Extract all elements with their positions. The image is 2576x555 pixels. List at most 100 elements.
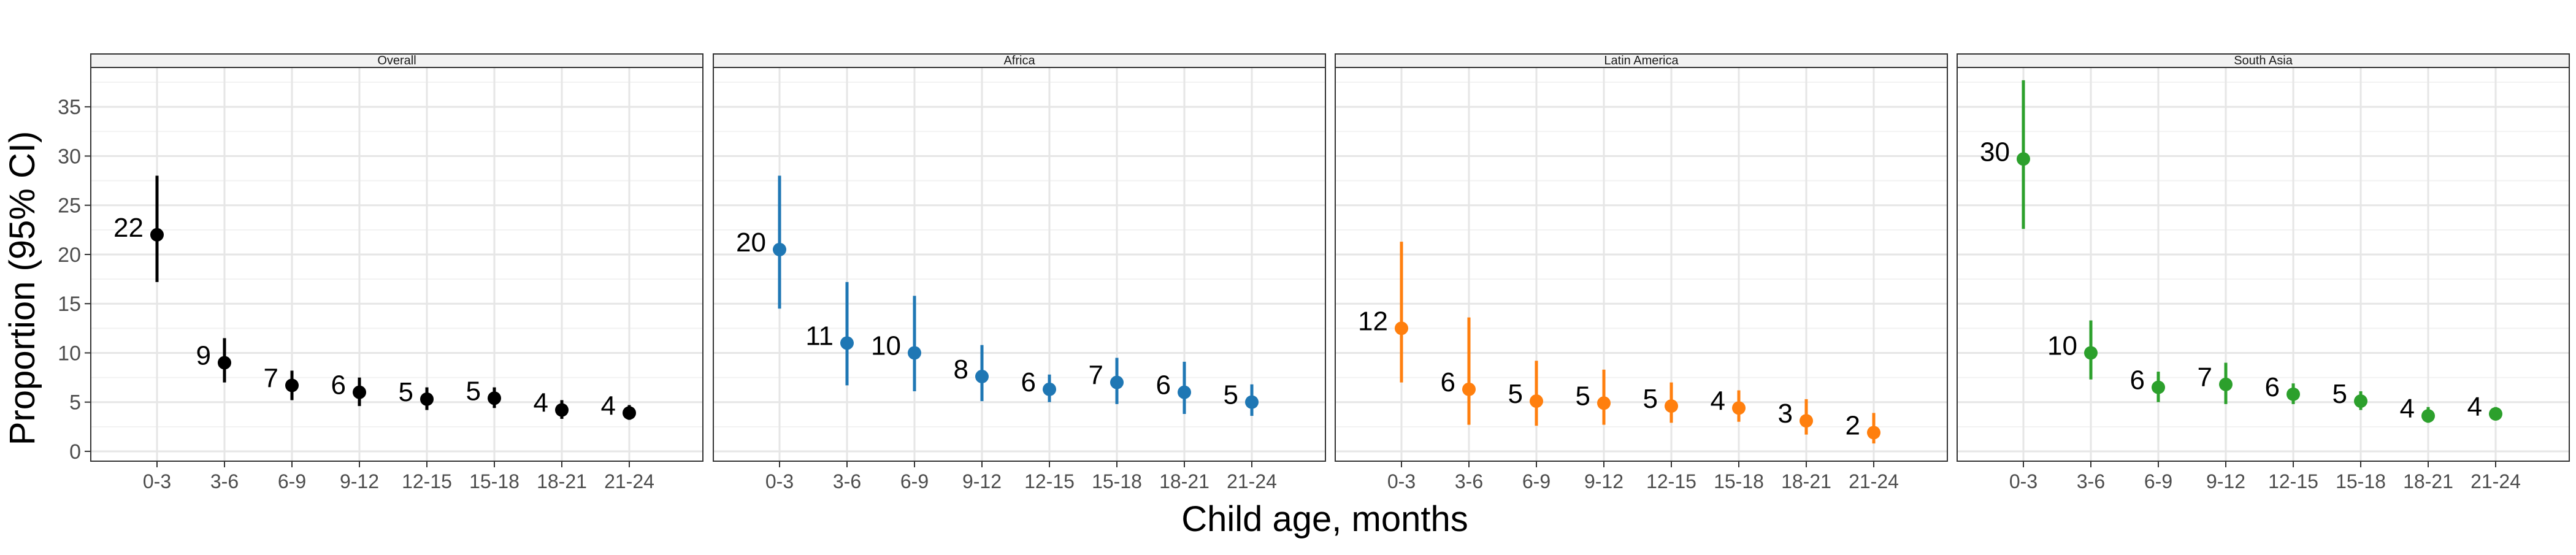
panel-overall: Overall 0 5 10 15 20 25 30 35 0-3 3-6 6-9 9-12 12-15 1… xyxy=(58,53,703,492)
x-tick-label: 6-9 xyxy=(278,470,306,492)
data-label: 6 xyxy=(2265,372,2280,402)
x-tick-label: 6-9 xyxy=(2144,470,2172,492)
data-label: 6 xyxy=(1156,370,1171,400)
panel-border xyxy=(1957,67,2570,462)
data-label: 6 xyxy=(1441,367,1455,397)
y-tick-label: 25 xyxy=(58,194,81,218)
x-tick-label: 15-18 xyxy=(1714,470,1764,492)
data-point xyxy=(488,391,501,405)
data-label: 2 xyxy=(1846,410,1860,440)
x-tick-label: 18-21 xyxy=(1781,470,1831,492)
x-tick-label: 21-24 xyxy=(1849,470,1899,492)
data-point xyxy=(1110,375,1124,389)
facet-title: Overall xyxy=(377,54,416,67)
x-tick-label: 0-3 xyxy=(765,470,794,492)
y-tick-label: 15 xyxy=(58,293,81,316)
data-label: 5 xyxy=(1643,384,1658,414)
data-label: 4 xyxy=(2467,392,2482,422)
data-point xyxy=(840,336,854,350)
data-point xyxy=(2219,377,2233,391)
data-label: 22 xyxy=(113,213,144,243)
data-point xyxy=(150,228,164,242)
y-tick-label: 5 xyxy=(69,391,81,415)
x-tick-label: 0-3 xyxy=(1387,470,1416,492)
x-tick-label: 3-6 xyxy=(2077,470,2105,492)
data-point xyxy=(623,406,636,420)
data-label: 8 xyxy=(954,354,968,385)
x-tick-label: 9-12 xyxy=(340,470,379,492)
data-label: 4 xyxy=(2400,394,2415,424)
data-label: 5 xyxy=(1508,379,1523,409)
data-point xyxy=(773,242,786,256)
panel-south-asia: South Asia 0-3 3-6 6-9 9-12 12-15 15-18 18-21 21… xyxy=(1957,53,2570,492)
data-point xyxy=(2421,409,2435,423)
data-point xyxy=(1867,426,1880,440)
x-tick-label: 6-9 xyxy=(1522,470,1551,492)
x-tick-label: 18-21 xyxy=(1159,470,1209,492)
x-tick-label: 12-15 xyxy=(1024,470,1075,492)
facet-title: South Asia xyxy=(2234,54,2293,67)
data-label: 12 xyxy=(1358,306,1388,336)
x-tick-label: 12-15 xyxy=(2268,470,2318,492)
data-label: 6 xyxy=(331,370,346,400)
data-point xyxy=(2084,346,2098,360)
data-label: 5 xyxy=(466,376,481,406)
data-point xyxy=(908,346,921,360)
data-point xyxy=(1597,396,1611,410)
panel-africa: Africa 0-3 3-6 6-9 9-12 12-15 15-18 18-21 21-24 2… xyxy=(713,53,1326,492)
y-axis-title: Proportion (95% CI) xyxy=(2,131,42,446)
x-tick-label: 21-24 xyxy=(1227,470,1277,492)
plot-background xyxy=(1957,67,2569,461)
data-label: 6 xyxy=(2130,366,2145,396)
data-point xyxy=(2017,152,2030,166)
plot-background xyxy=(91,67,703,461)
data-point xyxy=(1043,382,1056,396)
y-tick-label: 10 xyxy=(58,342,81,365)
data-label: 10 xyxy=(871,331,901,361)
data-label: 30 xyxy=(1980,137,2010,167)
x-axis-title: Child age, months xyxy=(1181,499,1468,539)
data-point xyxy=(1245,395,1259,409)
data-label: 4 xyxy=(601,391,616,421)
data-label: 9 xyxy=(196,341,211,371)
x-tick-label: 9-12 xyxy=(1584,470,1623,492)
y-tick-label: 30 xyxy=(58,145,81,168)
x-tick-label: 3-6 xyxy=(1455,470,1483,492)
data-point xyxy=(353,385,366,399)
x-tick-label: 15-18 xyxy=(2336,470,2386,492)
data-point xyxy=(1530,394,1543,408)
data-label: 4 xyxy=(1711,386,1725,416)
data-label: 5 xyxy=(1576,381,1590,411)
x-tick-label: 15-18 xyxy=(469,470,519,492)
data-label: 5 xyxy=(1224,380,1238,410)
y-tick-label: 35 xyxy=(58,96,81,119)
panel-latin-america: Latin America 0-3 3-6 6-9 9-12 12-15 15-18 18-2… xyxy=(1335,53,1948,492)
data-label: 7 xyxy=(1089,361,1103,391)
data-point xyxy=(1732,401,1746,415)
x-tick-label: 15-18 xyxy=(1092,470,1142,492)
x-tick-label: 21-24 xyxy=(604,470,654,492)
data-point xyxy=(555,403,569,417)
data-point xyxy=(420,392,434,406)
data-label: 4 xyxy=(534,388,548,418)
x-tick-label: 0-3 xyxy=(143,470,171,492)
data-label: 7 xyxy=(2198,362,2212,392)
data-point xyxy=(2489,407,2502,421)
data-point xyxy=(1462,382,1476,396)
data-point xyxy=(1800,414,1813,428)
facet-title: Latin America xyxy=(1604,54,1679,67)
x-tick-label: 9-12 xyxy=(2206,470,2245,492)
data-point xyxy=(1178,385,1191,399)
y-tick-label: 0 xyxy=(69,440,81,464)
data-label: 6 xyxy=(1021,367,1036,397)
data-label: 3 xyxy=(1778,399,1793,429)
data-label: 5 xyxy=(2333,379,2347,409)
data-point xyxy=(2152,380,2165,394)
x-tick-label: 0-3 xyxy=(2009,470,2037,492)
x-tick-label: 21-24 xyxy=(2471,470,2521,492)
x-tick-label: 18-21 xyxy=(2403,470,2453,492)
x-tick-label: 9-12 xyxy=(962,470,1002,492)
x-tick-label: 12-15 xyxy=(402,470,452,492)
